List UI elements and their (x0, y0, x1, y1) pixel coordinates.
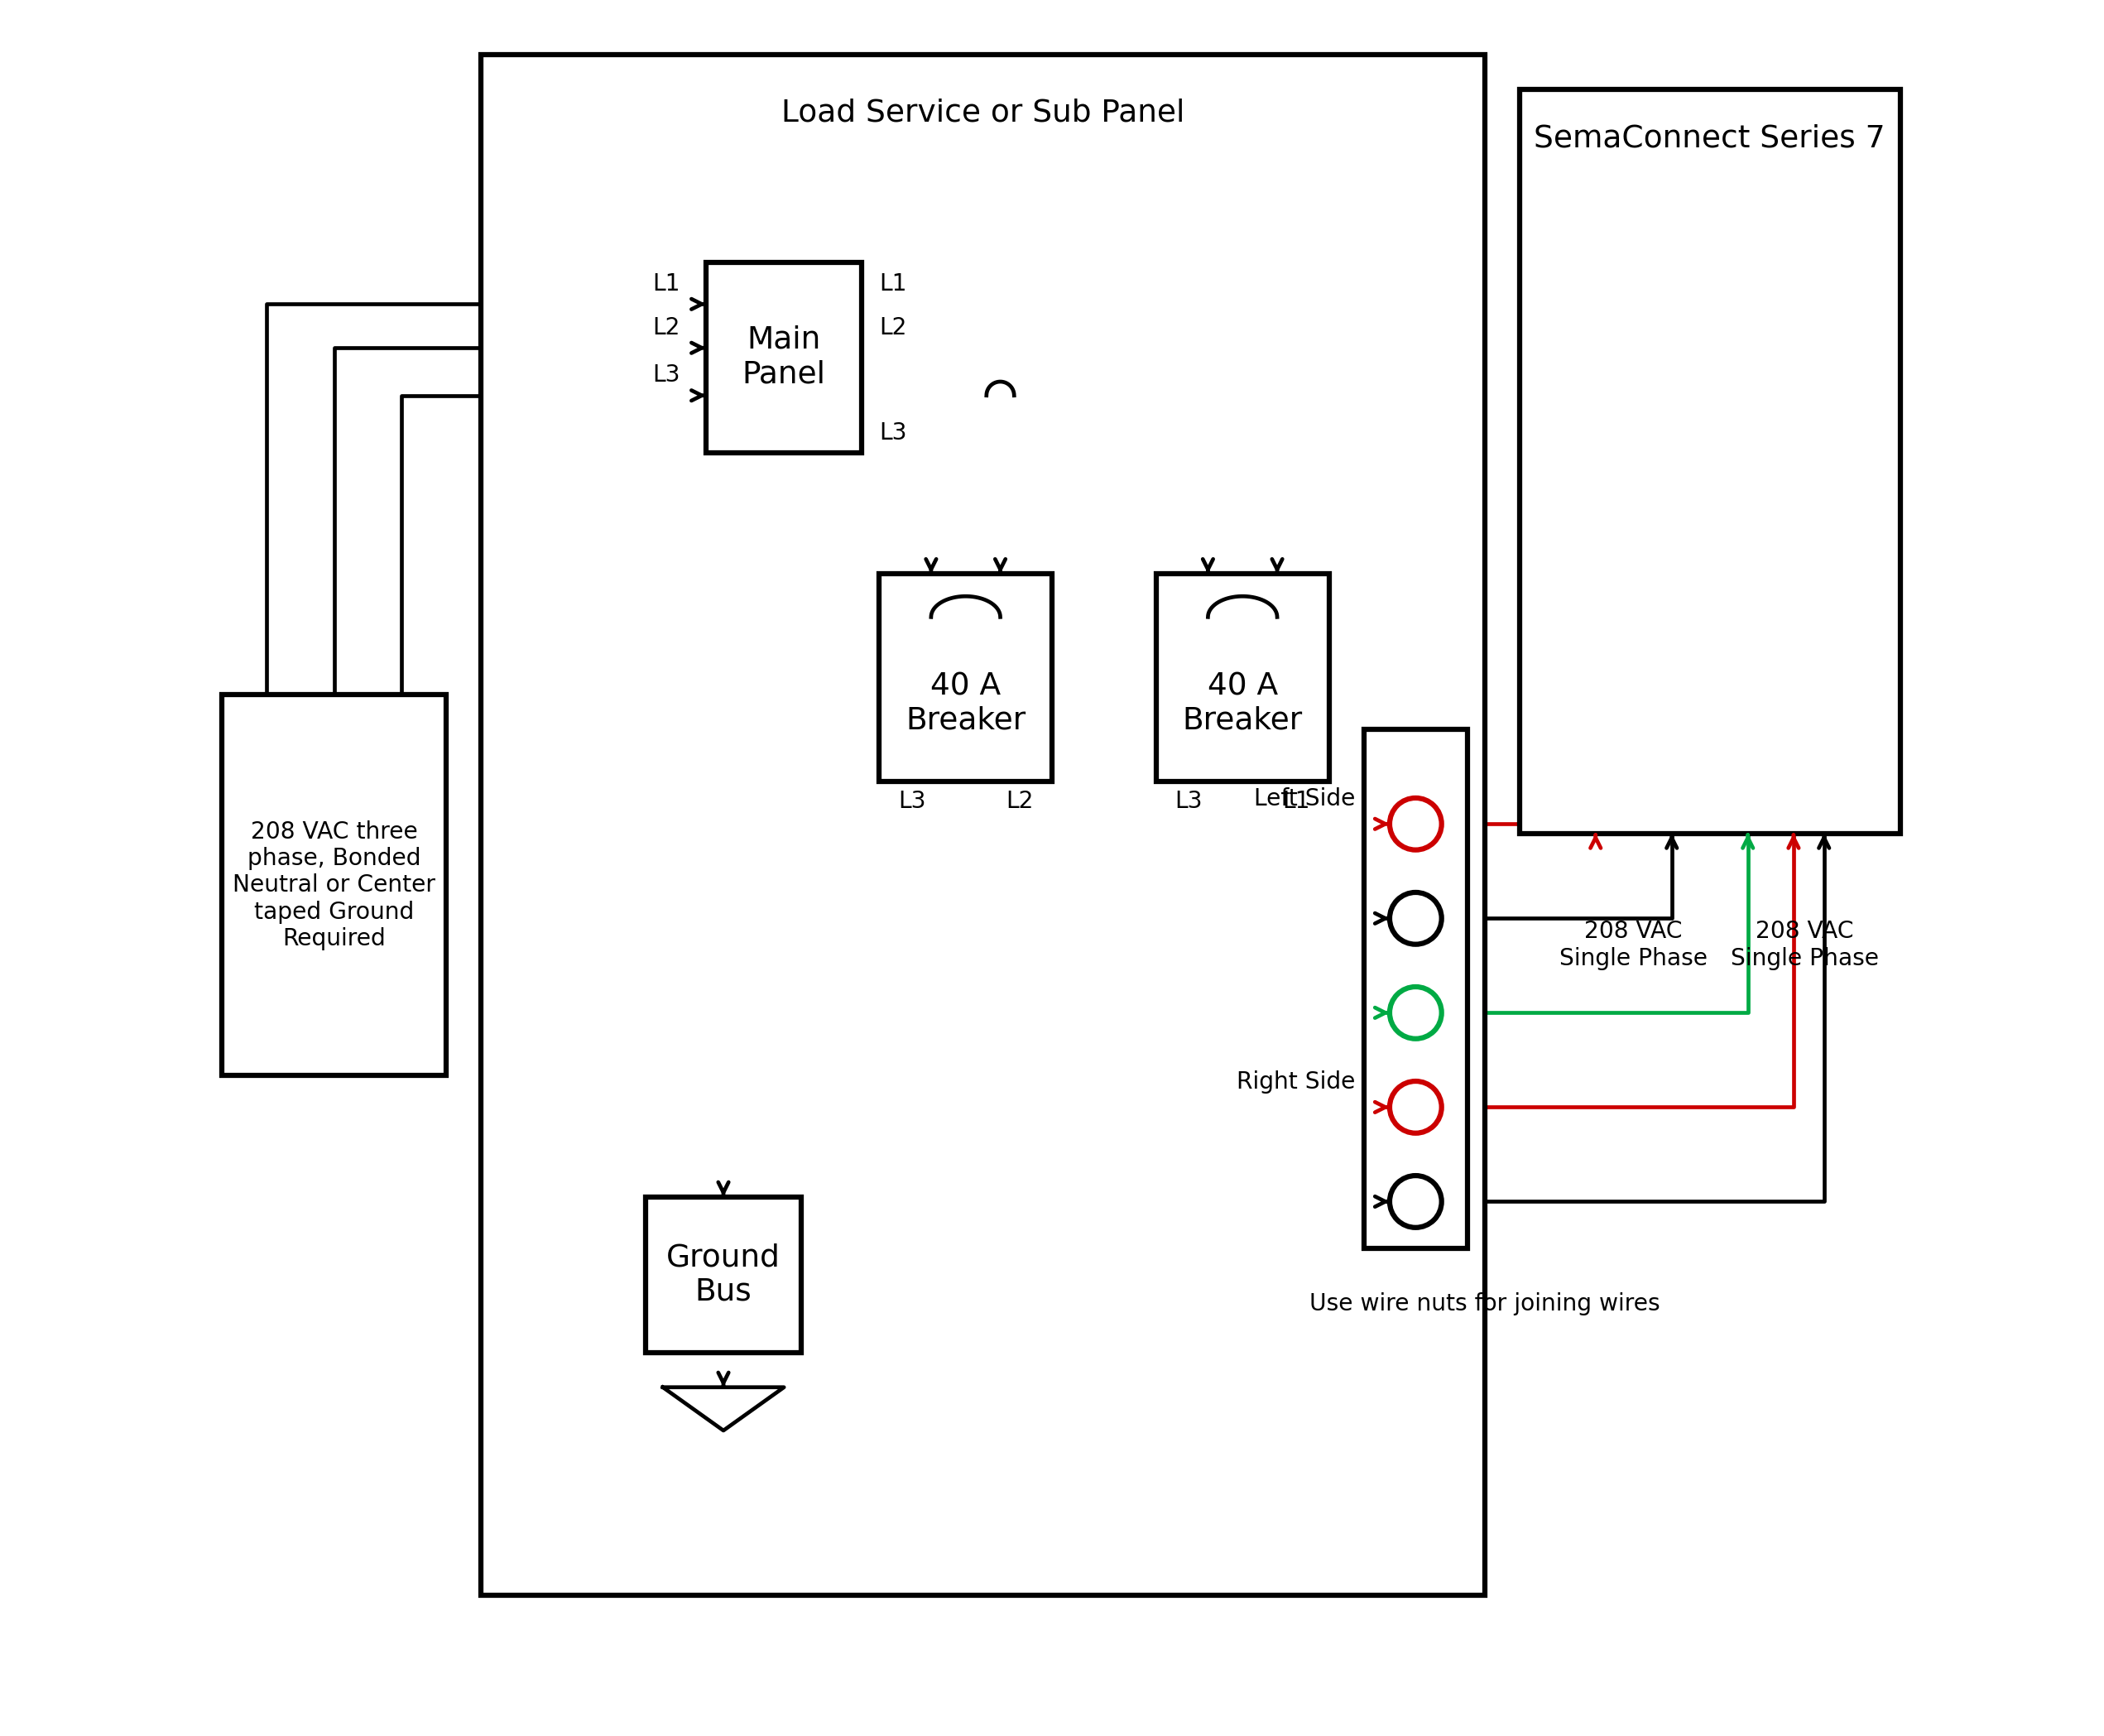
Text: L2: L2 (652, 316, 680, 339)
Text: L3: L3 (1174, 790, 1203, 812)
Text: SemaConnect Series 7: SemaConnect Series 7 (1534, 123, 1885, 153)
Circle shape (1389, 892, 1441, 944)
Text: Ground
Bus: Ground Bus (667, 1243, 781, 1307)
Bar (482, 54, 1485, 1595)
Text: 208 VAC three
phase, Bonded
Neutral or Center
taped Ground
Required: 208 VAC three phase, Bonded Neutral or C… (234, 819, 436, 951)
Text: L2: L2 (1006, 790, 1033, 812)
Text: 208 VAC
Single Phase: 208 VAC Single Phase (1732, 920, 1879, 970)
Text: Use wire nuts for joining wires: Use wire nuts for joining wires (1309, 1292, 1660, 1316)
Text: L3: L3 (652, 363, 680, 387)
Bar (646, 1196, 802, 1352)
Text: L3: L3 (879, 422, 907, 444)
Text: Load Service or Sub Panel: Load Service or Sub Panel (781, 97, 1185, 127)
Text: L2: L2 (879, 316, 907, 339)
Circle shape (1389, 799, 1441, 851)
Text: 208 VAC
Single Phase: 208 VAC Single Phase (1559, 920, 1708, 970)
Circle shape (1389, 986, 1441, 1038)
Bar (1155, 575, 1330, 781)
Bar (879, 575, 1052, 781)
Text: 40 A
Breaker: 40 A Breaker (905, 672, 1025, 736)
Bar (1519, 89, 1900, 833)
Bar (707, 262, 863, 453)
Text: Main
Panel: Main Panel (743, 325, 825, 389)
Text: L1: L1 (1281, 790, 1311, 812)
Circle shape (1389, 1175, 1441, 1227)
Text: Right Side: Right Side (1237, 1069, 1355, 1094)
Text: 40 A
Breaker: 40 A Breaker (1182, 672, 1302, 736)
Text: L1: L1 (879, 273, 907, 295)
Bar (1363, 729, 1466, 1248)
Text: L1: L1 (652, 273, 680, 295)
Text: Left Side: Left Side (1254, 786, 1355, 811)
Text: L3: L3 (898, 790, 926, 812)
Bar (221, 694, 446, 1076)
Circle shape (1389, 1082, 1441, 1134)
